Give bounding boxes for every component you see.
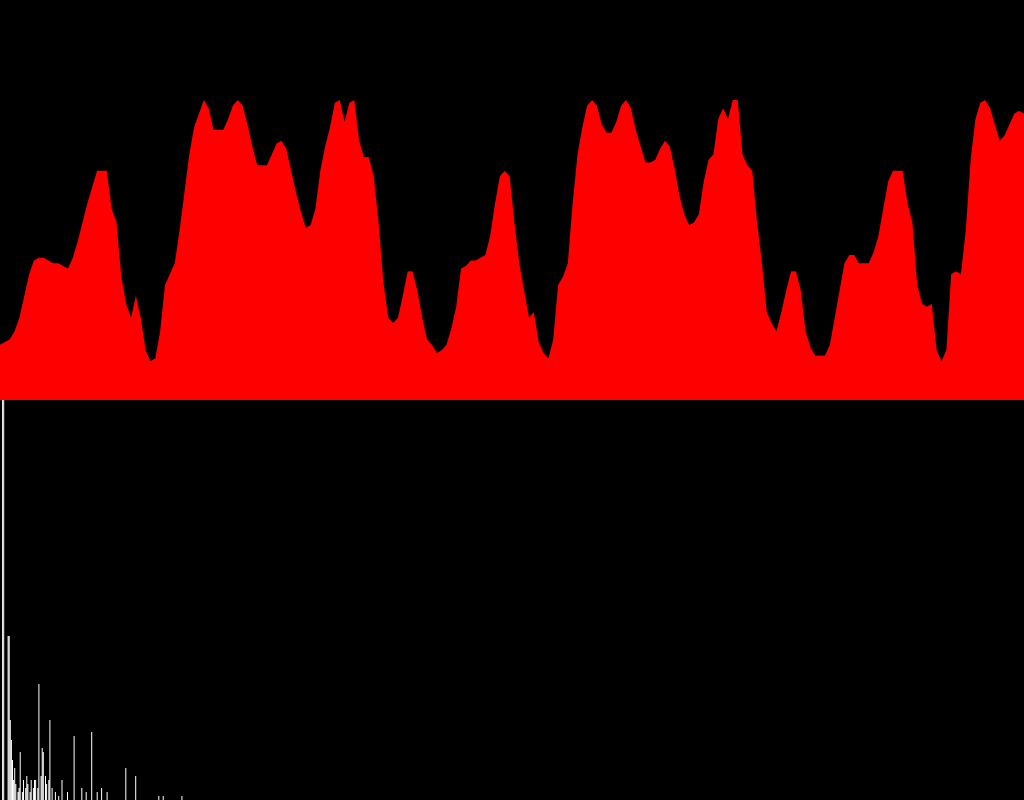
spectrum-bar <box>21 792 23 800</box>
waveform-panel <box>0 100 1024 400</box>
spectrum-bar <box>85 792 87 800</box>
spectrum-bar <box>14 768 16 800</box>
spectrum-bar <box>125 768 127 800</box>
spectrum-bar <box>13 780 15 800</box>
spectrum-bar <box>29 792 31 800</box>
spectrum-bar <box>106 792 108 800</box>
spectrum-bar <box>35 780 37 800</box>
spectrum-bar <box>48 780 50 800</box>
spectrum-bar <box>58 796 60 800</box>
spectrum-bar <box>30 780 32 800</box>
spectrum-bar <box>101 788 103 800</box>
spectrum-bar <box>15 784 17 800</box>
spectrum-bar <box>41 748 43 800</box>
spectrum-bar <box>81 788 83 800</box>
spectrum-bar <box>45 776 46 800</box>
spectrum-bar <box>34 780 35 800</box>
spectrum-bar <box>27 784 29 800</box>
waveform-graph <box>0 100 1024 400</box>
spectrum-bar <box>135 776 137 800</box>
spectrum-bar <box>96 792 98 800</box>
spectrum-bar <box>91 732 93 800</box>
spectrum-bar <box>18 788 20 800</box>
spectrum-bar <box>23 780 24 800</box>
spectrum-bar <box>158 796 160 800</box>
spectrum-bar <box>51 788 53 800</box>
spectrum-panel <box>0 400 1024 800</box>
spectrum-bar <box>37 788 39 800</box>
spectrum-bar <box>46 784 48 800</box>
spectrum-bar <box>181 796 183 800</box>
spectrum-bar <box>26 776 28 800</box>
spectrum-bar <box>10 740 12 800</box>
waveform-area <box>0 100 1024 400</box>
spectrum-bar <box>17 792 19 800</box>
spectrum-bar <box>25 788 27 800</box>
spectrum-bar <box>40 776 42 800</box>
spectrum-bar <box>49 720 51 800</box>
spectrum-bar <box>8 636 10 800</box>
spectrum-bar <box>73 736 75 800</box>
spectrum-bar <box>7 636 9 800</box>
spectrum-bar <box>19 752 21 800</box>
spectrum-bar <box>61 780 63 800</box>
spectrum-bar <box>162 796 164 800</box>
spectrum-bar <box>38 684 40 800</box>
spectrum-bar <box>9 720 11 800</box>
spectrum-bar <box>54 792 56 800</box>
spectrum-bar <box>2 400 4 800</box>
spectrum-bar <box>42 752 44 800</box>
spectrum-bar <box>12 760 13 800</box>
spectrum-graph <box>2 400 183 800</box>
spectrum-bar <box>67 792 68 800</box>
spectrum-bar <box>3 400 5 800</box>
spectrum-bar <box>32 788 34 800</box>
